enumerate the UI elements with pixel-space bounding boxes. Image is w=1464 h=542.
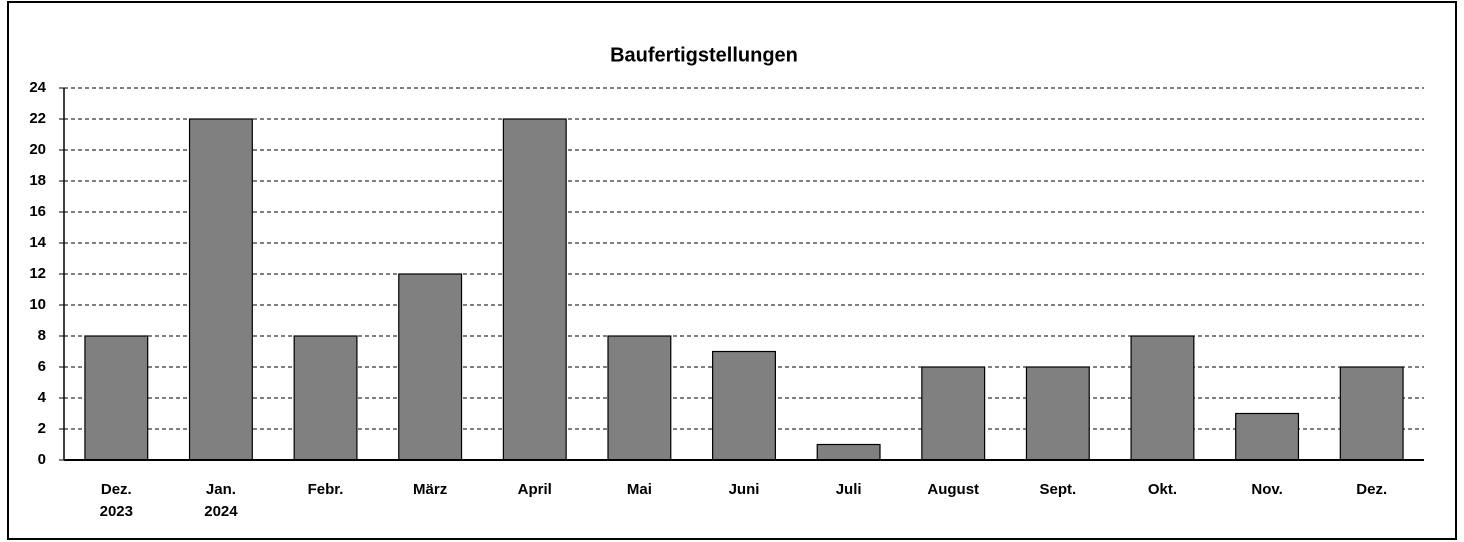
bar — [502, 118, 567, 461]
y-tick-label: 10 — [29, 296, 46, 313]
x-tick-label: Juli — [836, 481, 862, 498]
y-tick-label: 16 — [29, 203, 46, 220]
x-tick-label: Jan. 2024 — [204, 481, 238, 520]
x-tick-label-line: Dez. — [101, 481, 132, 498]
bar — [84, 335, 149, 461]
y-tick-label: 14 — [29, 234, 46, 251]
x-tick-label: Febr. — [308, 481, 344, 498]
x-tick-label: Juni — [729, 481, 760, 498]
bar — [816, 443, 881, 461]
x-tick-label-line: 2024 — [204, 503, 238, 520]
y-tick-label: 12 — [29, 265, 46, 282]
y-tick-label: 22 — [29, 110, 46, 127]
bar — [1339, 366, 1404, 461]
x-tick-label: August — [927, 481, 979, 498]
bar — [293, 335, 358, 461]
y-tick-label: 18 — [29, 172, 46, 189]
y-tick-label: 8 — [38, 327, 46, 344]
y-tick-label: 4 — [38, 389, 47, 406]
x-tick-label: Nov. — [1251, 481, 1282, 498]
bar — [1025, 366, 1090, 461]
x-tick-label: April — [518, 481, 552, 498]
bar — [1235, 412, 1300, 461]
y-tick-label: 24 — [29, 79, 46, 96]
chart-title: Baufertigstellungen — [610, 44, 798, 66]
bar — [921, 366, 986, 461]
y-tick-label: 20 — [29, 141, 46, 158]
y-tick-label: 0 — [38, 451, 46, 468]
x-tick-label: Okt. — [1148, 481, 1177, 498]
bar — [712, 350, 776, 461]
bar — [607, 335, 672, 461]
x-tick-label: Dez. 2023 — [100, 481, 133, 520]
x-tick-label: Sept. — [1040, 481, 1077, 498]
bar — [398, 273, 463, 461]
bar — [1130, 335, 1195, 461]
x-tick-label-line: 2023 — [100, 503, 133, 520]
y-tick-label: 6 — [38, 358, 46, 375]
x-tick-label-line: Jan. — [206, 481, 236, 498]
x-tick-label: Mai — [627, 481, 652, 498]
y-tick-label: 2 — [38, 420, 46, 437]
x-tick-label: Dez. — [1356, 481, 1387, 498]
x-tick-label: März — [413, 481, 447, 498]
bar — [188, 118, 253, 461]
